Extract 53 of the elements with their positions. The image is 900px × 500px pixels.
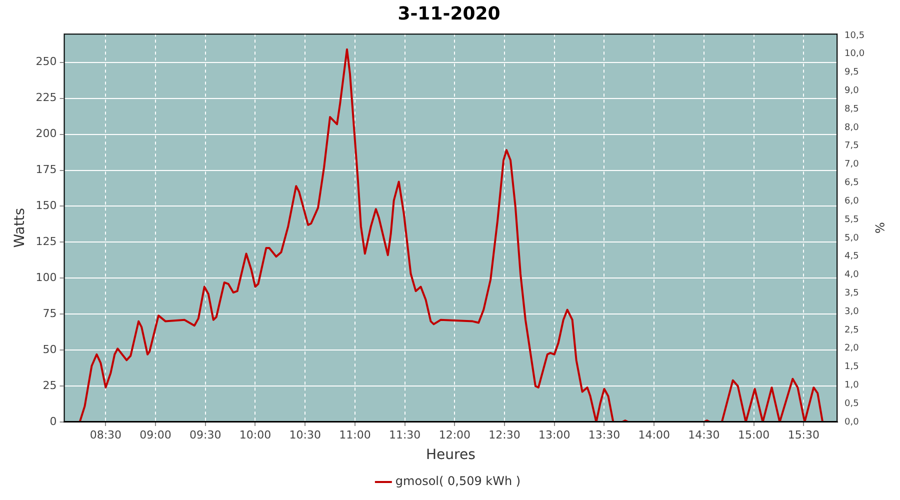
y2-tick-label: 8,0: [844, 122, 860, 133]
y2-tick-label: 5,0: [844, 233, 860, 244]
y2-tick-label: 1,5: [844, 362, 859, 372]
y2-tick-label: 8,5: [844, 104, 859, 114]
y2-tick-label: 9,0: [844, 86, 860, 96]
y2-tick-label: 1,0: [844, 380, 860, 391]
y2-tick-label: 3,5: [844, 288, 859, 298]
y-tick-label: 75: [42, 306, 57, 320]
y2-tick-label: 6,5: [844, 178, 859, 188]
y2-axis-title: %: [872, 222, 887, 234]
x-axis-title: Heures: [426, 447, 476, 464]
y2-tick-label: 0,5: [844, 398, 859, 409]
y2-tick-label: 4,5: [844, 252, 859, 262]
x-tick-label: 11:00: [339, 428, 371, 442]
x-tick-label: 11:30: [388, 428, 421, 442]
y-tick-label: 250: [36, 55, 57, 68]
y2-tick-label: 0,0: [844, 417, 860, 428]
y2-tick-label: 7,0: [844, 160, 860, 170]
chart-title: 3-11-2020: [398, 3, 500, 24]
y-tick-label: 225: [36, 91, 57, 104]
y2-tick-label: 9,5: [844, 68, 859, 78]
x-tick-label: 12:00: [438, 428, 471, 442]
x-tick-label: 08:30: [90, 428, 122, 442]
x-tick-label: 15:30: [788, 428, 820, 442]
x-tick-label: 14:00: [638, 428, 670, 442]
y-tick-label: 125: [36, 235, 57, 248]
y2-tick-label: 5,5: [844, 214, 859, 225]
y-tick-label: 200: [36, 127, 57, 140]
y-tick-label: 50: [42, 342, 57, 356]
x-tick-label: 13:00: [538, 428, 570, 442]
y2-tick-label: 7,5: [844, 141, 859, 152]
y-tick-label: 25: [42, 378, 57, 392]
x-tick-label: 15:00: [738, 428, 770, 442]
y2-tick-label: 2,5: [844, 325, 859, 336]
y2-tick-label: 2,0: [844, 344, 860, 354]
y-tick-label: 150: [36, 199, 57, 212]
x-tick-label: 10:30: [289, 428, 321, 442]
y2-tick-label: 10,5: [844, 30, 865, 41]
y2-tick-label: 4,0: [844, 270, 860, 280]
x-tick-label: 14:30: [688, 428, 720, 442]
legend-label: gmosol( 0,509 kWh ): [395, 474, 521, 488]
y2-tick-label: 3,0: [844, 306, 860, 317]
x-tick-label: 09:00: [140, 428, 172, 442]
y2-tick-label: 6,0: [844, 196, 860, 206]
x-tick-label: 12:30: [488, 428, 520, 442]
y-tick-label: 0: [50, 414, 57, 428]
y-tick-label: 175: [36, 163, 57, 176]
y-axis-title: Watts: [12, 208, 28, 248]
y2-tick-label: 10,0: [844, 49, 865, 60]
x-tick-label: 09:30: [190, 428, 222, 442]
x-tick-label: 13:30: [588, 428, 620, 442]
x-tick-label: 10:00: [239, 428, 272, 442]
y-tick-label: 100: [36, 271, 57, 284]
